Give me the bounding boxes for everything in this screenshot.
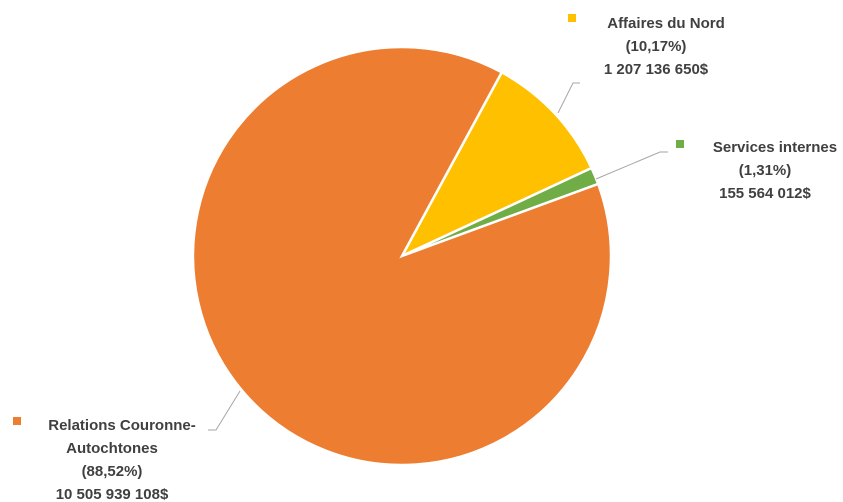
leader-lines [208, 82, 668, 431]
slice-percent-label-2: (88,52%) [82, 463, 143, 480]
pie-slices [191, 45, 613, 467]
slice-name-label-1-0: Services internes [713, 139, 837, 156]
slice-percent-label-1: (1,31%) [739, 162, 792, 179]
leader-line-1 [595, 151, 668, 180]
pie-slice-0 [399, 70, 594, 259]
slice-name-label-2-1: Autochtones [66, 440, 158, 457]
slice-labels: Affaires du Nord (10,17%) 1 207 136 650$ Se… [13, 14, 837, 502]
legend-key-0 [568, 14, 576, 22]
pie-slice-2 [191, 45, 613, 467]
slice-value-label-0: 1 207 136 650$ [604, 61, 709, 78]
leader-line-0 [557, 82, 580, 114]
legend-key-1 [676, 140, 684, 148]
slice-value-label-2: 10 505 939 108$ [56, 486, 169, 502]
leader-line-2 [208, 390, 241, 431]
legend-key-2 [13, 417, 21, 425]
slice-percent-label-0: (10,17%) [626, 38, 687, 55]
slice-name-label-2-0: Relations Couronne- [48, 417, 196, 434]
slice-name-label-0-0: Affaires du Nord [607, 15, 725, 32]
slice-value-label-1: 155 564 012$ [719, 185, 811, 202]
